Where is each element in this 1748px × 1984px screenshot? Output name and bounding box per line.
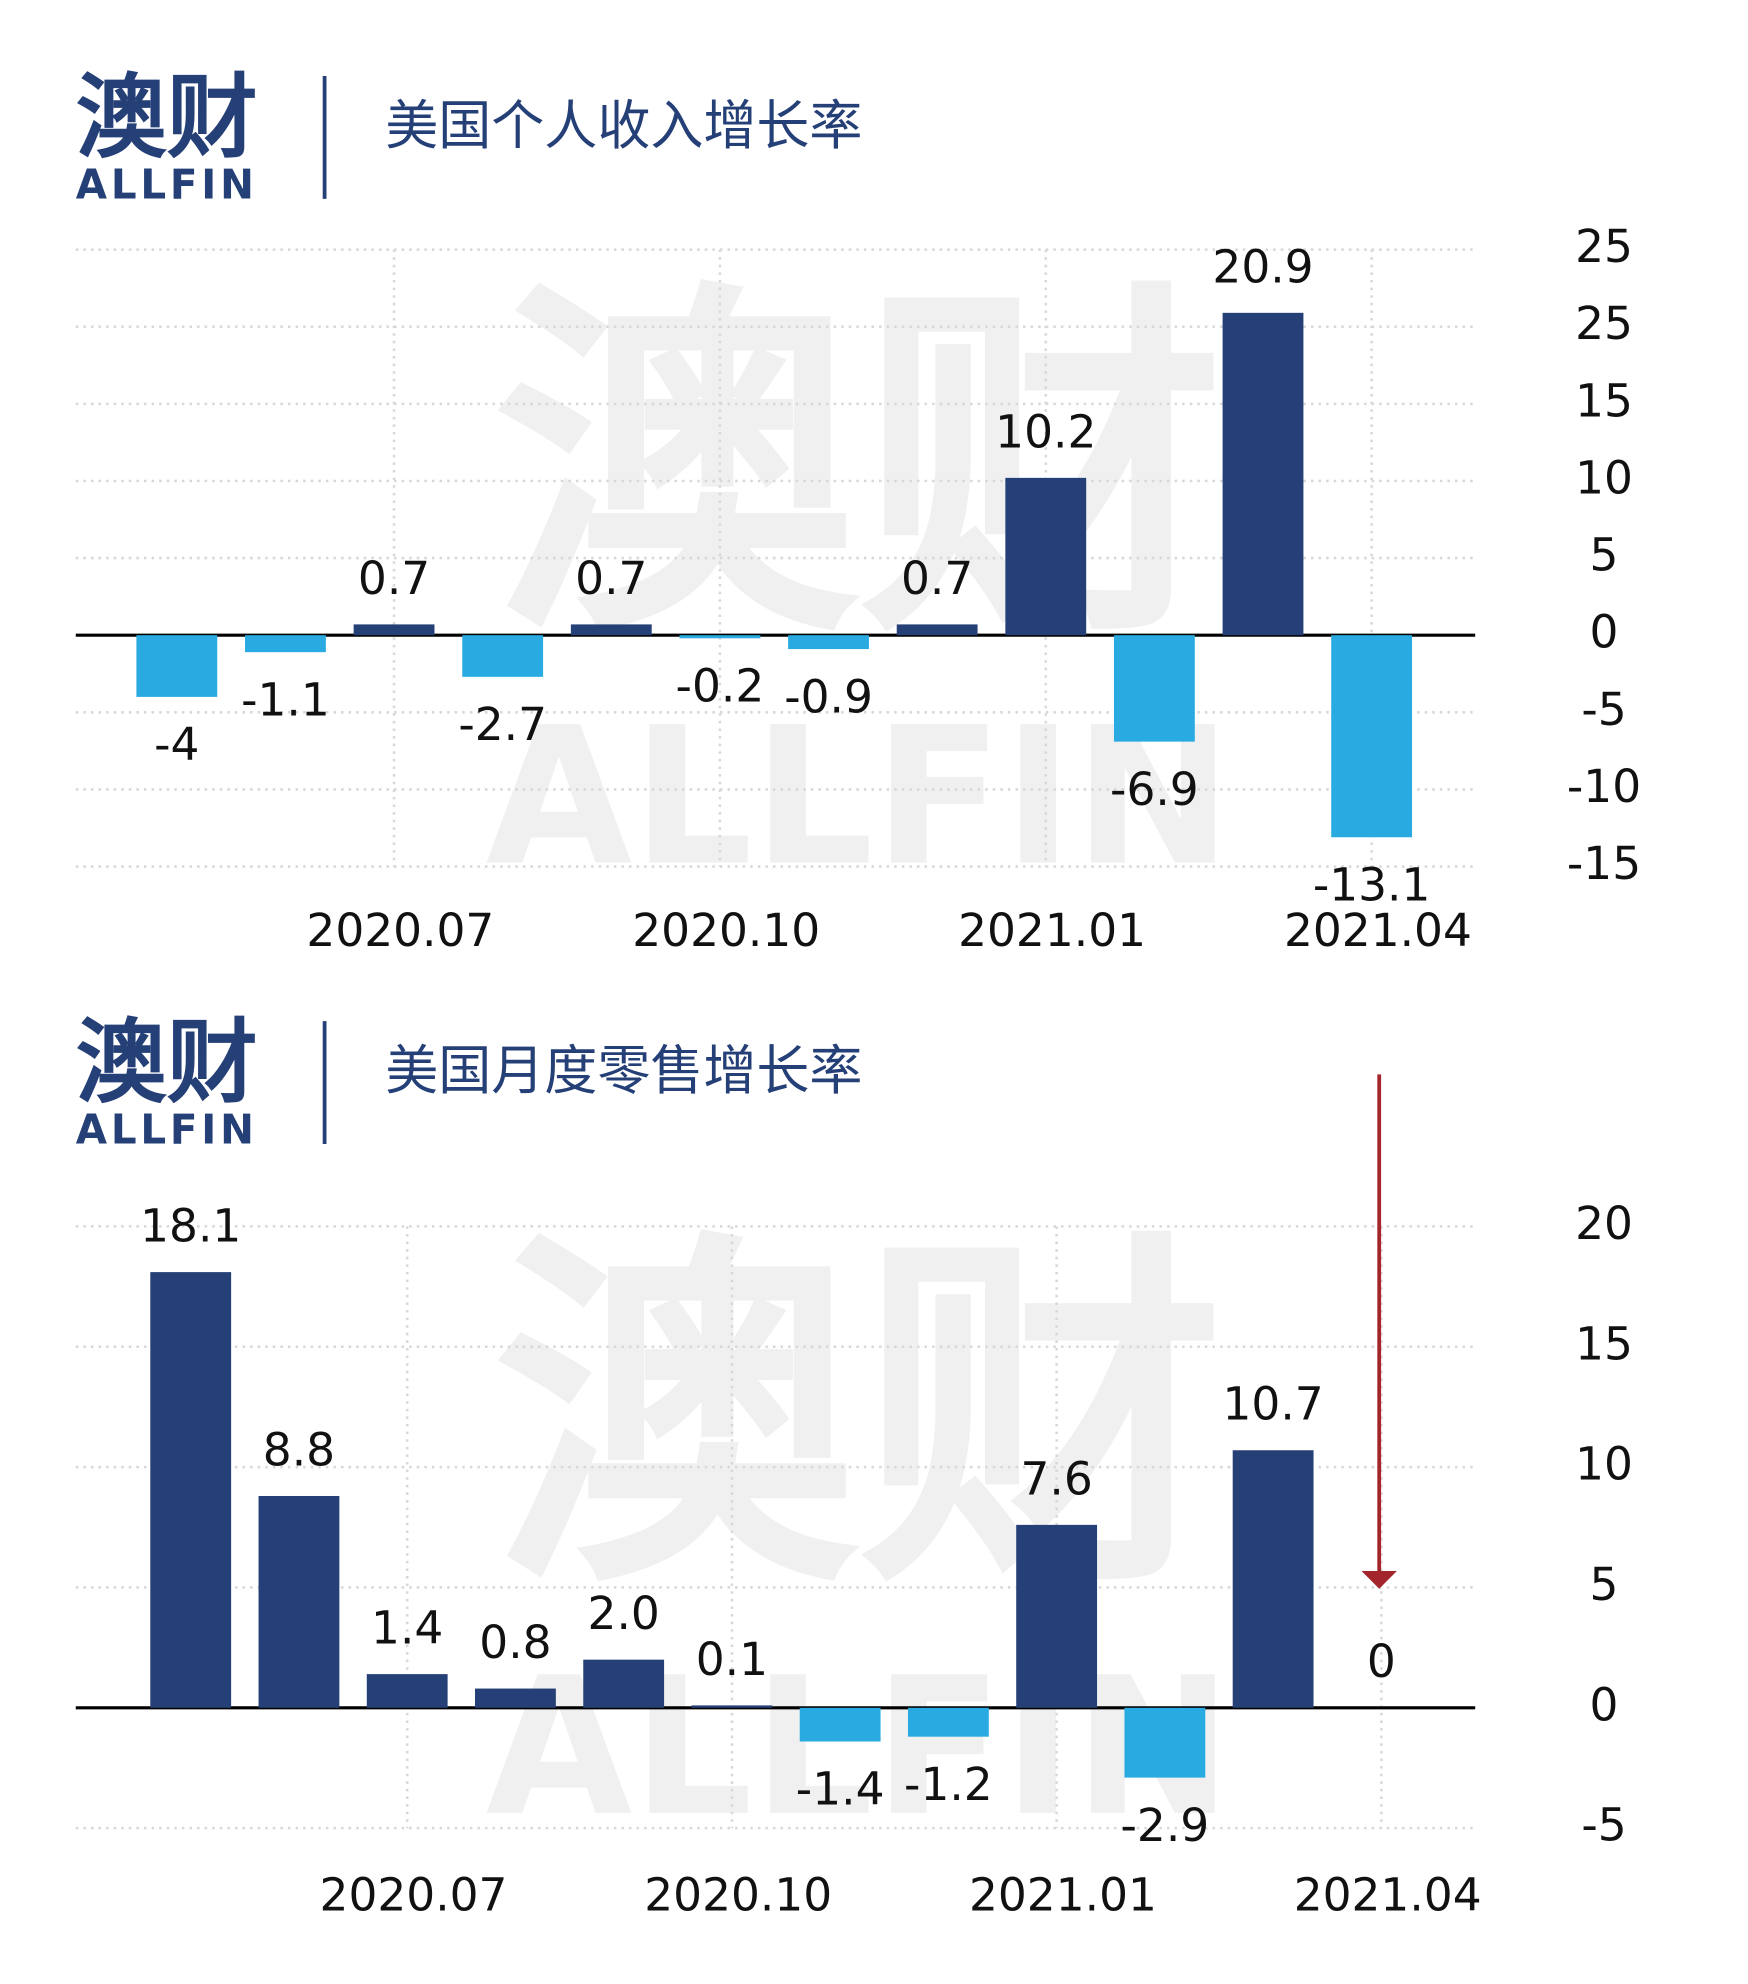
bar [353, 624, 435, 636]
value-label: 10.7 [1223, 1378, 1324, 1431]
bar [136, 635, 218, 697]
value-label: -1.2 [904, 1758, 993, 1811]
logo-latin: ALLFIN [76, 160, 258, 208]
y-tick-label: 15 [1575, 374, 1633, 427]
watermark: ALLFIN [486, 686, 1232, 907]
bar [799, 1707, 881, 1742]
y-tick-label: 20 [1575, 1197, 1633, 1250]
y-tick-label: 5 [1590, 529, 1619, 582]
bar [245, 635, 326, 653]
value-label: 0.7 [575, 552, 647, 605]
bar [583, 1659, 665, 1708]
bar [1005, 477, 1087, 636]
value-label: 10.2 [995, 405, 1096, 458]
logo-latin: ALLFIN [76, 1106, 258, 1154]
bar [1016, 1524, 1098, 1708]
arrow-head [1361, 1570, 1397, 1589]
y-tick-label: 0 [1590, 1678, 1619, 1731]
bar [1331, 635, 1413, 838]
value-label: 0 [1367, 1635, 1396, 1688]
bar [907, 1707, 989, 1737]
logo-text: 澳财 [76, 65, 258, 171]
value-label: 18.1 [140, 1199, 241, 1252]
value-label: -6.9 [1110, 763, 1199, 816]
value-label: 0.1 [696, 1633, 768, 1686]
value-label: 0.7 [901, 552, 973, 605]
y-tick-label: -5 [1581, 683, 1626, 736]
header-top: 澳财 ALLFIN 美国个人收入增长率 [76, 65, 863, 209]
bar [475, 1688, 556, 1708]
x-tick-label: 2021.04 [1294, 1868, 1482, 1921]
y-tick-label: 10 [1575, 451, 1633, 504]
chart-title: 美国月度零售增长率 [385, 1040, 862, 1102]
y-tick-label: 15 [1575, 1317, 1633, 1370]
value-label: 7.6 [1020, 1452, 1092, 1505]
x-tick-label: 2021.04 [1284, 904, 1472, 957]
y-tick-label: 5 [1590, 1558, 1619, 1611]
bar [570, 624, 652, 636]
value-label: 20.9 [1212, 240, 1313, 293]
plots: -15 -10 -5 0 5 10 15 25 25 2020.07 2020.10 2021.01 2… [75, 220, 1641, 1921]
value-label: -13.1 [1313, 858, 1431, 911]
y-tick-label: -5 [1581, 1799, 1626, 1852]
value-label: -1.1 [241, 673, 330, 726]
header-bottom: 澳财 ALLFIN 美国月度零售增长率 [76, 1010, 863, 1154]
bar [1113, 635, 1195, 742]
y-tick-label: 25 [1575, 220, 1633, 273]
y-tick-label: -10 [1567, 760, 1641, 813]
bar [150, 1272, 232, 1708]
bar [896, 624, 978, 636]
watermark: 澳财 [493, 1204, 1226, 1632]
bar [1222, 312, 1304, 636]
value-label: 8.8 [263, 1423, 335, 1476]
bar [1232, 1450, 1314, 1708]
value-label: -0.9 [784, 670, 873, 723]
y-tick-label: 10 [1575, 1438, 1633, 1491]
y-tick-label: 25 [1575, 297, 1633, 350]
bar [462, 635, 544, 677]
x-tick-label: 2020.07 [306, 904, 494, 957]
bar [258, 1495, 340, 1708]
x-tick-label: 2021.01 [969, 1868, 1157, 1921]
chart-title: 美国个人收入增长率 [385, 95, 862, 157]
value-label: -4 [154, 718, 199, 771]
value-label: 1.4 [371, 1601, 443, 1654]
bar [691, 1705, 773, 1708]
watermark-top: 澳财 ALLFIN [486, 254, 1232, 908]
x-tick-label: 2020.07 [320, 1868, 508, 1921]
value-label: -2.9 [1121, 1799, 1210, 1852]
bar [1124, 1707, 1206, 1778]
x-tick-label: 2020.10 [632, 904, 820, 957]
x-tick-label: 2020.10 [644, 1868, 832, 1921]
watermark-bottom: 澳财 ALLFIN [486, 1204, 1232, 1858]
bar [679, 635, 761, 639]
value-label: 2.0 [588, 1587, 660, 1640]
value-label: -0.2 [676, 659, 765, 712]
y-tick-label: 0 [1590, 606, 1619, 659]
logo-text: 澳财 [76, 1010, 258, 1116]
bar [788, 635, 869, 650]
value-label: -2.7 [458, 698, 547, 751]
watermark: 澳财 [493, 254, 1226, 682]
value-label: -1.4 [796, 1763, 885, 1816]
value-label: 0.8 [479, 1616, 551, 1669]
value-label: 0.7 [358, 552, 430, 605]
annotation-arrow [1361, 1074, 1397, 1589]
y-tick-label: -15 [1567, 837, 1641, 890]
bar [366, 1674, 448, 1708]
x-tick-label: 2021.01 [958, 904, 1146, 957]
